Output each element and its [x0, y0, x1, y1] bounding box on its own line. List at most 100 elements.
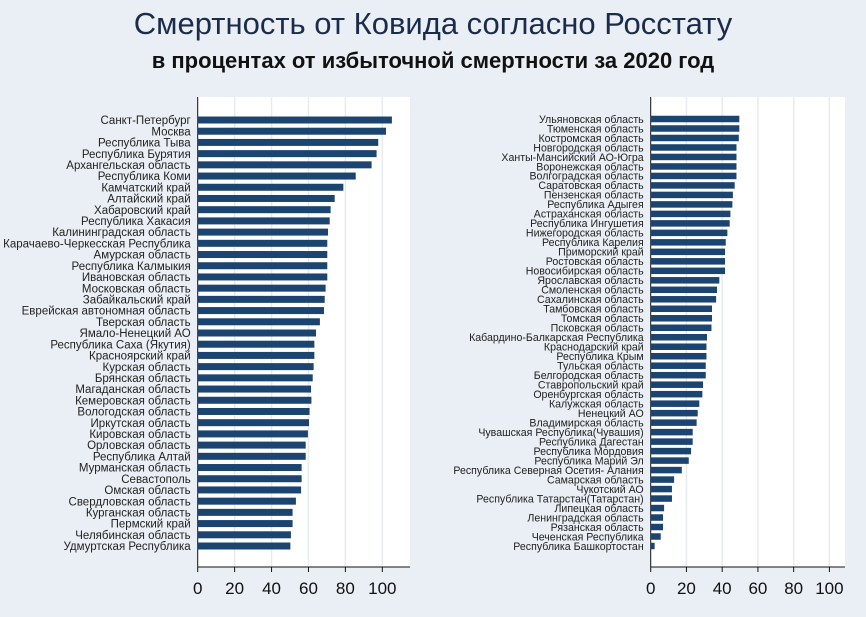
bar [197, 363, 314, 371]
bar [650, 381, 704, 388]
category-label: Республика Тыва [98, 138, 191, 150]
bar [197, 419, 310, 427]
bar [650, 352, 707, 360]
category-label: Владимирская область [529, 417, 644, 429]
category-label: Республика Марий Эл [534, 455, 643, 467]
category-label: Приморский край [558, 247, 644, 259]
category-label: Архангельская область [66, 160, 190, 172]
category-label: Республика Саха (Якутия) [50, 339, 191, 351]
bar [650, 315, 712, 322]
category-label: Ульяновская область [539, 114, 644, 126]
bar [650, 163, 737, 170]
bar [650, 229, 728, 237]
category-label: Новгородская область [533, 142, 644, 154]
category-label: Иркутская область [91, 418, 191, 430]
bar [650, 476, 675, 483]
bar [197, 340, 315, 348]
bar [650, 333, 707, 341]
category-label: Саратовская область [538, 180, 644, 192]
category-label: Пермский край [111, 519, 191, 531]
category-label: Брянская область [95, 373, 191, 385]
category-label: Республика Северная Осетия- Алания [453, 465, 643, 477]
bar [197, 183, 344, 191]
category-label: Хабаровский край [94, 205, 191, 217]
bar [197, 475, 302, 483]
bar [650, 286, 717, 294]
bar [650, 239, 726, 246]
bar [650, 457, 689, 464]
category-label: Республика Алтай [93, 451, 191, 463]
bar [650, 504, 665, 512]
category-label: Еврейская автономная область [22, 306, 191, 318]
bar [650, 438, 693, 445]
bar [197, 307, 324, 315]
x-tick-label: 80 [336, 579, 355, 598]
category-label: Москва [151, 126, 191, 138]
category-label: Кемеровская область [75, 395, 191, 407]
category-label: Республика Мордовия [534, 446, 644, 458]
bar [197, 531, 291, 539]
bar [650, 542, 655, 550]
category-label: Алтайский край [107, 194, 190, 206]
category-label: Амурская область [94, 250, 191, 262]
category-label: Московская область [82, 283, 191, 295]
category-label: Вологодская область [77, 407, 190, 419]
bar [197, 172, 356, 180]
bar [197, 385, 312, 393]
category-label: Костромская область [538, 133, 644, 145]
x-tick-label: 60 [299, 579, 318, 598]
chart-panel-2: 0 20 40 60 80 100 Ульяновская областьТюменская… [453, 97, 845, 598]
bar [197, 251, 328, 259]
bar [650, 409, 698, 417]
category-label: Пензенская область [544, 190, 644, 202]
bar [197, 464, 302, 472]
bar [650, 390, 703, 398]
bar [197, 262, 328, 270]
category-label: Рязанская область [551, 522, 644, 534]
bar [197, 497, 296, 505]
bar [197, 194, 335, 202]
category-label: Республика Башкортостан [513, 541, 644, 553]
category-label: Ставропольский край [538, 380, 644, 392]
bar [650, 523, 664, 531]
category-label: Свердловская область [69, 496, 191, 508]
category-label: Белгородская область [534, 370, 644, 382]
bar [197, 396, 312, 404]
category-label: Ростовская область [546, 256, 644, 268]
bar [197, 407, 310, 415]
bar [197, 228, 329, 236]
x-tick-label: 40 [262, 579, 281, 598]
bar [650, 144, 737, 151]
category-label: Новосибирская область [526, 266, 644, 278]
x-tick-label: 100 [368, 579, 396, 598]
category-label: Тюменская область [547, 123, 644, 135]
bar [650, 400, 700, 407]
x-tick-label: 100 [815, 579, 843, 598]
category-label: Республика Хакасия [81, 216, 191, 228]
category-label: Тамбовская область [543, 304, 644, 316]
category-label: Ханты-Мансийский АО-Югра [501, 152, 643, 164]
bar [650, 447, 692, 455]
bar [197, 374, 313, 382]
bar [197, 542, 291, 550]
category-label: Курганская область [86, 508, 191, 520]
category-label: Республика Калмыкия [72, 261, 191, 273]
bar [650, 277, 720, 284]
x-tick-label: 40 [713, 579, 732, 598]
category-label: Воронежская область [536, 161, 644, 173]
bar [197, 430, 308, 438]
category-label: Республика Ингушетия [530, 218, 644, 230]
category-label: Астраханская область [534, 209, 644, 221]
category-label: Республика Коми [98, 171, 191, 183]
x-tick-label: 20 [225, 579, 244, 598]
category-label: Орловская область [87, 440, 191, 452]
bar [650, 305, 712, 313]
bar [197, 116, 392, 124]
bar [650, 248, 726, 256]
category-label: Калининградская область [52, 227, 190, 239]
bar [197, 452, 306, 460]
bar [197, 284, 326, 292]
bar [197, 486, 302, 494]
bar [197, 217, 330, 225]
